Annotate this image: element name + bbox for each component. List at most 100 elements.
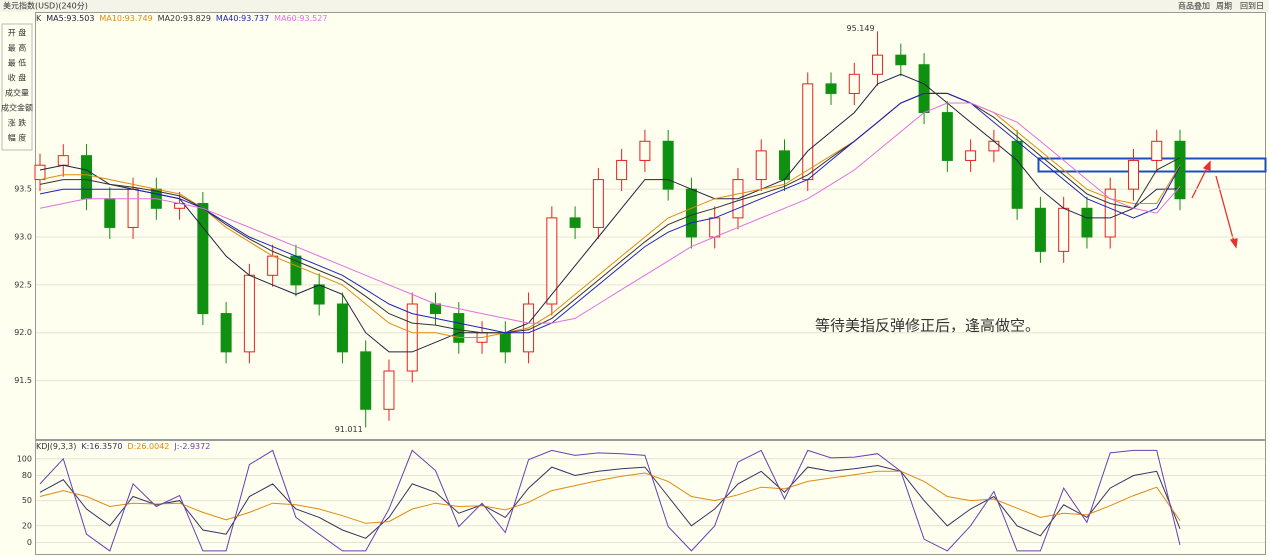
candle-body bbox=[569, 217, 581, 228]
legend-name: MA40: bbox=[216, 14, 241, 23]
candle-body bbox=[592, 179, 604, 228]
legend-name: MA5: bbox=[46, 14, 66, 23]
y-tick-label: 0 bbox=[27, 538, 32, 547]
legend: K MA5:93.503 MA10:93.749 MA20:93.829 MA40:93… bbox=[36, 14, 327, 23]
y-tick-label: 93.5 bbox=[14, 185, 32, 194]
candle-body bbox=[1151, 140, 1163, 161]
candle-body bbox=[383, 370, 395, 410]
candle-body bbox=[1081, 207, 1093, 238]
y-tick-label: 92.5 bbox=[14, 280, 32, 289]
legend-name: MA60: bbox=[274, 14, 299, 23]
side-label: 收 盘 bbox=[8, 73, 27, 83]
candle-body bbox=[34, 164, 46, 181]
candle-body bbox=[1127, 159, 1139, 190]
y-tick-label: 91.5 bbox=[14, 376, 32, 385]
candle-body bbox=[267, 255, 279, 276]
link[interactable]: 回到日 bbox=[1240, 2, 1264, 11]
candle-body bbox=[709, 217, 721, 238]
candle-body bbox=[639, 140, 651, 161]
kdj-frame bbox=[35, 440, 1266, 555]
candle-body bbox=[941, 112, 953, 161]
top-bar bbox=[0, 0, 1269, 12]
link[interactable]: 商品叠加 bbox=[1178, 1, 1210, 11]
candle-body bbox=[360, 351, 372, 410]
series-line bbox=[39, 464, 1181, 539]
legend-name: MA20: bbox=[158, 14, 183, 23]
side-label: 最 高 bbox=[8, 43, 27, 53]
side-label: 成交量 bbox=[5, 88, 29, 98]
legend-value: 93.503 bbox=[66, 14, 94, 23]
legend-value: 93.737 bbox=[241, 14, 269, 23]
candle-body bbox=[104, 198, 116, 228]
y-tick-label: 92.0 bbox=[14, 328, 32, 337]
chart-title: 美元指数(USD)(240分) bbox=[3, 1, 88, 11]
y-tick-label: 100 bbox=[17, 454, 32, 463]
side-panel bbox=[1, 23, 33, 151]
legend-name: D: bbox=[127, 442, 136, 451]
candle-body bbox=[1011, 140, 1023, 209]
candle-body bbox=[872, 54, 884, 75]
series-line bbox=[39, 102, 1181, 324]
candle-body bbox=[895, 54, 907, 66]
candle-body bbox=[243, 274, 255, 353]
series-line bbox=[39, 470, 1181, 524]
series-line bbox=[39, 92, 1181, 334]
series-line bbox=[39, 73, 1181, 353]
annotation: 等待美指反弹修正后，逢高做空。 bbox=[815, 317, 1040, 335]
side-label: 开 盘 bbox=[8, 28, 27, 38]
candle-body bbox=[453, 313, 465, 343]
y-tick-label: 80 bbox=[22, 471, 32, 480]
candle-body bbox=[430, 303, 442, 315]
candle-body bbox=[616, 159, 628, 181]
candle-body bbox=[1174, 140, 1186, 200]
candle-body bbox=[825, 83, 837, 94]
main-frame bbox=[35, 12, 1266, 440]
candle-body bbox=[918, 64, 930, 114]
y-tick-label: 50 bbox=[22, 496, 32, 505]
legend-value: 26.0042 bbox=[136, 442, 169, 451]
candle-body bbox=[685, 188, 697, 238]
candle-body bbox=[220, 313, 232, 353]
side-label: 成交金额 bbox=[1, 103, 33, 113]
candle-body bbox=[755, 150, 767, 181]
candle-body bbox=[81, 155, 93, 200]
legend-value: 93.527 bbox=[299, 14, 327, 23]
legend-value: 93.749 bbox=[125, 14, 153, 23]
candle-body bbox=[1034, 207, 1046, 252]
legend-value: 93.829 bbox=[183, 14, 211, 23]
candle-body bbox=[313, 284, 325, 305]
high-label: 95.149 bbox=[847, 24, 875, 33]
candle-body bbox=[546, 217, 558, 305]
y-tick-label: 93.0 bbox=[14, 233, 32, 242]
legend-name: K: bbox=[81, 442, 89, 451]
side-label: 最 低 bbox=[8, 58, 27, 68]
candle-body bbox=[1104, 188, 1116, 238]
candle-body bbox=[965, 150, 977, 161]
panel-label: KDJ(9,3,3) bbox=[36, 442, 76, 451]
candle-body bbox=[802, 83, 814, 181]
candle-body bbox=[406, 303, 418, 372]
side-label: 幅 度 bbox=[8, 133, 27, 143]
candle-body bbox=[848, 73, 860, 94]
candle-body bbox=[499, 332, 511, 353]
low-label: 91.011 bbox=[335, 425, 363, 434]
candle-body bbox=[662, 140, 674, 190]
legend-name: MA10: bbox=[99, 14, 124, 23]
series-line bbox=[39, 92, 1181, 334]
candle-body bbox=[197, 203, 209, 315]
side-label: 涨 跌 bbox=[8, 118, 27, 128]
series-line bbox=[39, 449, 1181, 552]
y-tick-label: 20 bbox=[22, 521, 32, 530]
link[interactable]: 周期 bbox=[1216, 2, 1232, 11]
candle-body bbox=[1058, 207, 1070, 252]
candle-body bbox=[127, 188, 139, 228]
candle-body bbox=[336, 303, 348, 353]
panel-label: K bbox=[36, 14, 42, 23]
legend: KDJ(9,3,3) K:16.3570 D:26.0042 J:-2.9372 bbox=[36, 442, 210, 451]
candle-body bbox=[988, 140, 1000, 152]
legend-value: -2.9372 bbox=[179, 442, 210, 451]
legend-name: J: bbox=[173, 442, 179, 451]
arrows bbox=[1191, 160, 1238, 249]
